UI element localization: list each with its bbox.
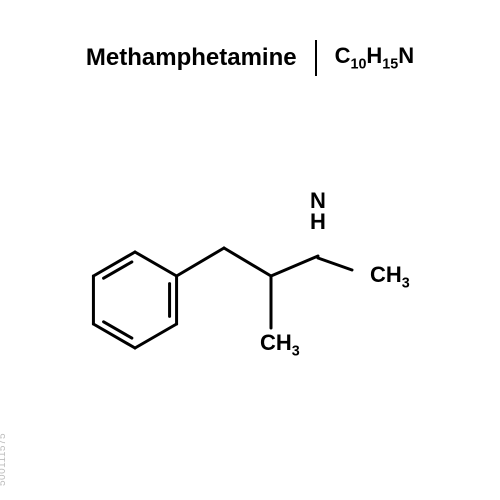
diagram-container: Methamphetamine C10H15N NH CH3 CH3 50011… (0, 0, 500, 500)
header: Methamphetamine C10H15N (0, 40, 500, 76)
atom-label-ch3-right: CH3 (370, 262, 410, 291)
compound-name: Methamphetamine (86, 44, 297, 72)
atom-label-ch3-bottom: CH3 (260, 330, 300, 359)
header-divider (315, 40, 317, 76)
molecular-formula: C10H15N (335, 43, 414, 72)
watermark-id: 500111575 (0, 433, 8, 486)
atom-label-nh: NH (310, 191, 326, 233)
